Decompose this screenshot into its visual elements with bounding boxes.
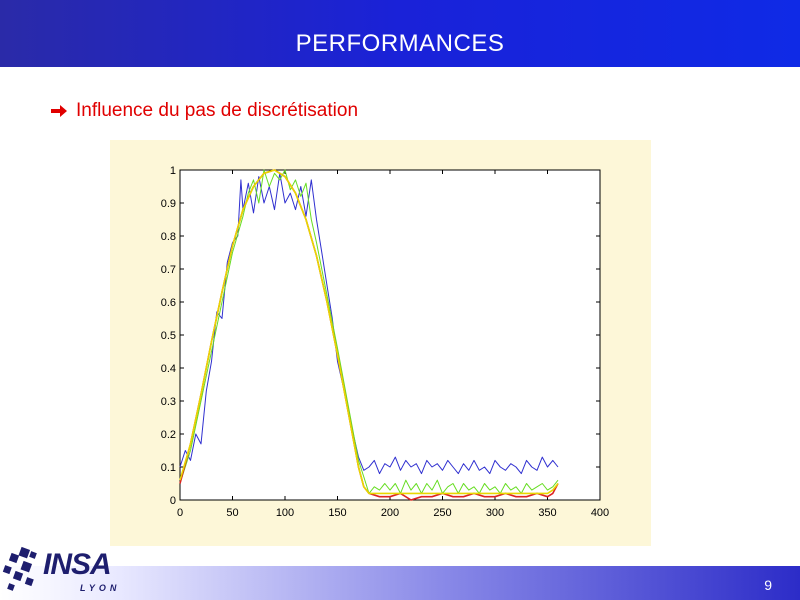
y-tick-label: 0.6 [161, 297, 176, 309]
y-tick-label: 0.8 [161, 231, 176, 243]
x-tick-label: 250 [433, 507, 451, 519]
y-tick-label: 1 [170, 165, 176, 177]
plot-area [179, 169, 601, 501]
insa-logo-icon [2, 546, 37, 591]
slide-header [0, 0, 800, 67]
y-tick-label: 0.3 [161, 396, 176, 408]
x-tick-label: 350 [538, 507, 556, 519]
logo-name: INSA [43, 548, 112, 581]
bullet-text: Influence du pas de discrétisation [76, 100, 359, 121]
y-tick-label: 0.1 [161, 462, 176, 474]
x-tick-label: 100 [276, 507, 294, 519]
x-tick-label: 300 [486, 507, 504, 519]
series-yellow-line [179, 169, 559, 495]
series-green-line [179, 169, 559, 494]
series-blue-line [179, 172, 559, 475]
y-tick-label: 0.2 [161, 429, 176, 441]
line-chart: 0 50 100 150 200 250 300 350 400 0 0.1 0.2 0.3 0.4 0.5… [161, 165, 609, 519]
arrow-right-icon [51, 105, 67, 117]
y-tick-label: 0.9 [161, 198, 176, 210]
chart-panel: 0 50 100 150 200 250 300 350 400 0 0.1 0.2 0.3 0.4 0.5… [110, 140, 651, 546]
y-tick-label: 0.4 [161, 363, 176, 375]
x-tick-label: 50 [226, 507, 238, 519]
footer-bar [0, 566, 800, 600]
y-tick-label: 0.5 [161, 330, 176, 342]
y-tick-label: 0.7 [161, 264, 176, 276]
x-tick-label: 0 [177, 507, 183, 519]
page-number: 9 [764, 577, 772, 593]
x-tick-label: 200 [381, 507, 399, 519]
x-tick-label: 150 [328, 507, 346, 519]
logo-sub: LYON [80, 583, 121, 593]
slide-title: PERFORMANCES [295, 30, 505, 57]
y-tick-label: 0 [170, 495, 176, 507]
x-tick-label: 400 [591, 507, 609, 519]
bullet-line: Influence du pas de discrétisation [50, 99, 358, 123]
